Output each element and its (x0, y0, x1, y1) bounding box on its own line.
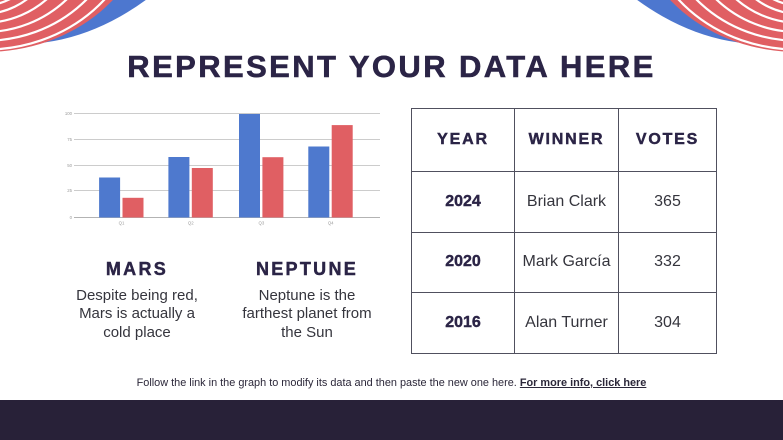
svg-text:100: 100 (65, 111, 73, 116)
svg-text:75: 75 (67, 137, 72, 142)
svg-text:Q2: Q2 (188, 221, 194, 226)
svg-text:Q1: Q1 (119, 221, 125, 226)
svg-text:25: 25 (67, 188, 72, 193)
svg-text:50: 50 (67, 163, 72, 168)
svg-text:Q3: Q3 (259, 221, 265, 226)
svg-text:Q4: Q4 (328, 221, 334, 226)
svg-text:0: 0 (70, 215, 73, 220)
